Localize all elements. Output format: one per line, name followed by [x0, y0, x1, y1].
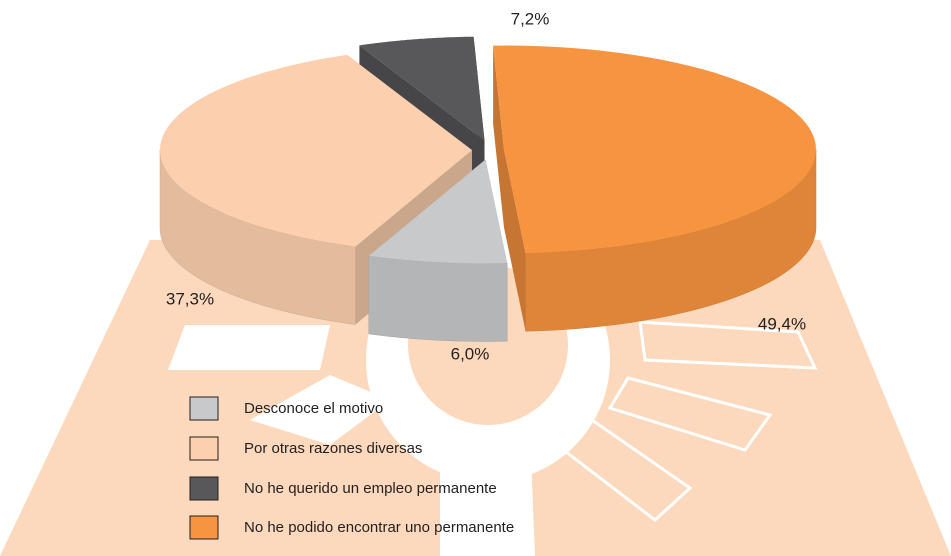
slice-top [493, 45, 816, 254]
data-label: 7,2% [511, 9, 550, 28]
slice-side [368, 255, 508, 342]
decor-ray [440, 430, 535, 556]
decor-ray [607, 376, 773, 452]
legend-swatch [189, 396, 219, 421]
slice-top [160, 54, 472, 247]
legend-label: Por otras razones diversas [244, 440, 422, 457]
data-label: 6,0% [451, 344, 490, 363]
decor-ray [250, 375, 390, 445]
slice-side [159, 150, 356, 325]
decor-ray [638, 320, 818, 370]
slice-wall [504, 149, 526, 332]
legend-label: Desconoce el motivo [244, 400, 383, 417]
legend: Desconoce el motivo Por otras razones div… [189, 396, 514, 540]
data-label: 37,3% [166, 289, 214, 308]
legend-swatch [189, 476, 219, 501]
slice-top [368, 159, 508, 264]
slice-top [359, 36, 485, 141]
pie [159, 36, 817, 342]
legend-label: No he podido encontrar uno permanente [244, 519, 514, 536]
slice-wall [493, 45, 504, 228]
slice-side [525, 149, 817, 332]
legend-label: No he querido un empleo permanente [244, 480, 497, 497]
decor-ray [168, 325, 330, 370]
slice [368, 159, 508, 342]
legend-swatch [189, 436, 219, 461]
slice [493, 45, 817, 332]
decor-ray [536, 418, 693, 522]
legend-swatch [189, 515, 219, 540]
data-label: 49,4% [758, 314, 806, 333]
